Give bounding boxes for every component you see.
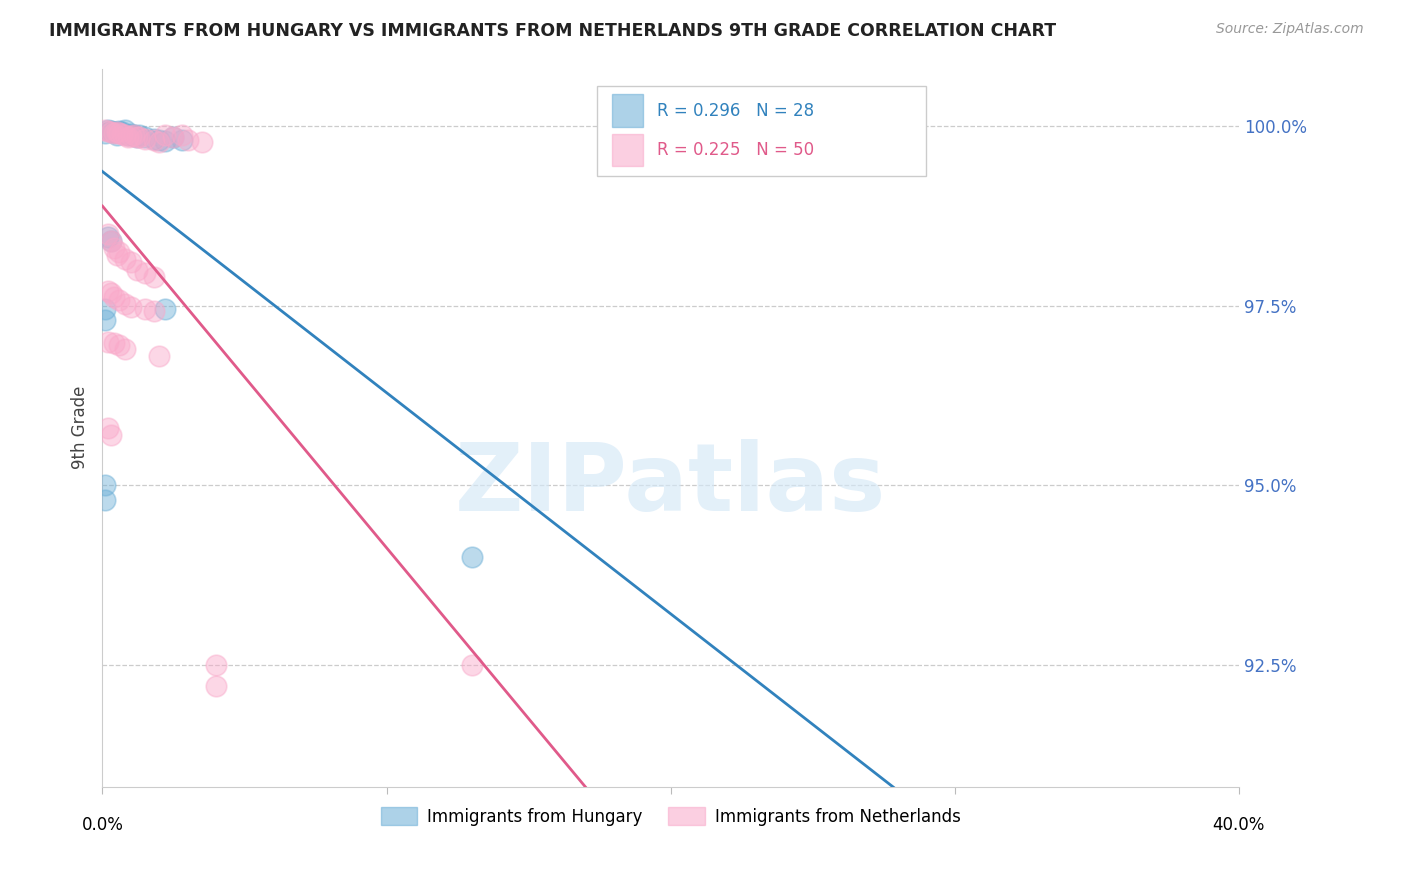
Point — [97, 124, 120, 138]
Point — [97, 284, 120, 298]
Point — [120, 300, 142, 314]
Point — [134, 132, 156, 146]
Point — [461, 657, 484, 672]
Point — [97, 421, 120, 435]
Point — [103, 125, 125, 139]
Point — [100, 234, 122, 248]
Bar — [612, 134, 644, 166]
Point — [148, 133, 170, 147]
Point — [100, 234, 122, 248]
Point — [142, 132, 165, 146]
Point — [176, 133, 198, 147]
Point — [162, 129, 184, 144]
Point — [108, 293, 131, 307]
Point — [100, 125, 122, 139]
Point — [114, 297, 136, 311]
Point — [114, 123, 136, 137]
Point — [125, 262, 148, 277]
Point — [105, 125, 128, 139]
Point — [128, 128, 150, 143]
Point — [111, 127, 134, 141]
Point — [105, 128, 128, 142]
Point — [120, 127, 142, 141]
Point — [100, 428, 122, 442]
Point — [153, 128, 176, 142]
Point — [97, 230, 120, 244]
Point — [134, 302, 156, 317]
Point — [100, 285, 122, 300]
Point — [94, 313, 117, 327]
Point — [103, 290, 125, 304]
Bar — [612, 95, 644, 127]
Text: 0.0%: 0.0% — [82, 815, 124, 834]
Point — [105, 125, 128, 139]
Point — [191, 135, 214, 149]
Point — [108, 244, 131, 259]
Text: R = 0.225   N = 50: R = 0.225 N = 50 — [657, 141, 814, 159]
Text: Source: ZipAtlas.com: Source: ZipAtlas.com — [1216, 22, 1364, 37]
Text: ZIPatlas: ZIPatlas — [456, 439, 886, 532]
Point — [108, 338, 131, 352]
Point — [142, 269, 165, 284]
Text: IMMIGRANTS FROM HUNGARY VS IMMIGRANTS FROM NETHERLANDS 9TH GRADE CORRELATION CHA: IMMIGRANTS FROM HUNGARY VS IMMIGRANTS FR… — [49, 22, 1056, 40]
Point — [153, 134, 176, 148]
Point — [97, 122, 120, 136]
Point — [205, 657, 228, 672]
Point — [134, 130, 156, 145]
Point — [120, 129, 142, 144]
Point — [100, 124, 122, 138]
FancyBboxPatch shape — [596, 87, 927, 177]
Point — [148, 349, 170, 363]
Point — [142, 133, 165, 147]
Point — [94, 126, 117, 140]
Point — [120, 255, 142, 269]
Point — [153, 302, 176, 317]
Point — [461, 549, 484, 564]
Point — [122, 128, 145, 142]
Point — [125, 129, 148, 144]
Point — [162, 129, 184, 144]
Point — [114, 128, 136, 142]
Point — [128, 130, 150, 145]
Legend: Immigrants from Hungary, Immigrants from Netherlands: Immigrants from Hungary, Immigrants from… — [374, 800, 967, 832]
Point — [94, 122, 117, 136]
Point — [122, 128, 145, 143]
Point — [125, 129, 148, 144]
Text: 40.0%: 40.0% — [1212, 815, 1265, 834]
Point — [103, 335, 125, 350]
Point — [94, 478, 117, 492]
Point — [103, 241, 125, 255]
Y-axis label: 9th Grade: 9th Grade — [72, 386, 89, 469]
Point — [108, 124, 131, 138]
Point — [114, 342, 136, 356]
Point — [205, 679, 228, 693]
Point — [111, 125, 134, 139]
Point — [117, 129, 139, 144]
Point — [105, 248, 128, 262]
Point — [103, 126, 125, 140]
Point — [148, 135, 170, 149]
Point — [142, 304, 165, 318]
Point — [117, 128, 139, 142]
Point — [170, 128, 193, 143]
Point — [94, 302, 117, 317]
Text: R = 0.296   N = 28: R = 0.296 N = 28 — [657, 102, 814, 120]
Point — [114, 252, 136, 266]
Point — [108, 126, 131, 140]
Point — [97, 334, 120, 349]
Point — [170, 133, 193, 147]
Point — [134, 266, 156, 280]
Point — [97, 227, 120, 241]
Point — [94, 492, 117, 507]
